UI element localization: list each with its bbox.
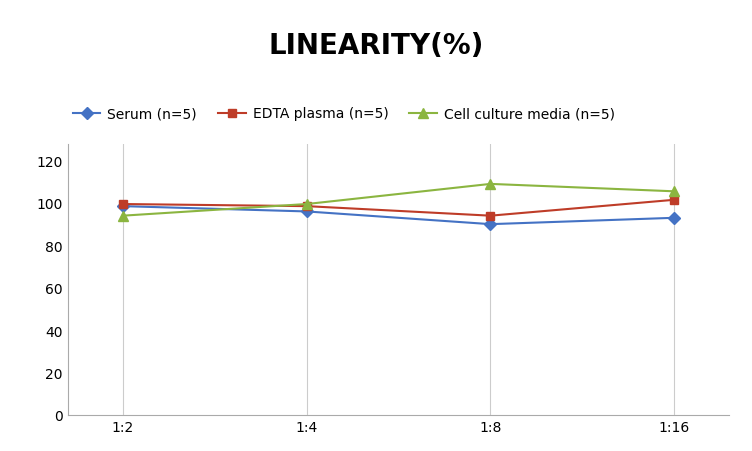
Legend: Serum (n=5), EDTA plasma (n=5), Cell culture media (n=5): Serum (n=5), EDTA plasma (n=5), Cell cul… xyxy=(67,101,620,127)
Serum (n=5) xyxy=(118,204,127,209)
Text: LINEARITY(%): LINEARITY(%) xyxy=(268,32,484,60)
Cell culture media (n=5) xyxy=(670,189,679,194)
EDTA plasma (n=5) xyxy=(670,198,679,203)
Line: EDTA plasma (n=5): EDTA plasma (n=5) xyxy=(119,196,678,221)
Cell culture media (n=5) xyxy=(302,202,311,207)
Serum (n=5) xyxy=(670,216,679,221)
Serum (n=5) xyxy=(302,209,311,215)
EDTA plasma (n=5) xyxy=(118,202,127,207)
EDTA plasma (n=5) xyxy=(486,213,495,219)
EDTA plasma (n=5) xyxy=(302,204,311,209)
Cell culture media (n=5) xyxy=(486,182,495,187)
Cell culture media (n=5) xyxy=(118,213,127,219)
Serum (n=5) xyxy=(486,222,495,227)
Line: Cell culture media (n=5): Cell culture media (n=5) xyxy=(118,179,679,221)
Line: Serum (n=5): Serum (n=5) xyxy=(119,202,678,229)
